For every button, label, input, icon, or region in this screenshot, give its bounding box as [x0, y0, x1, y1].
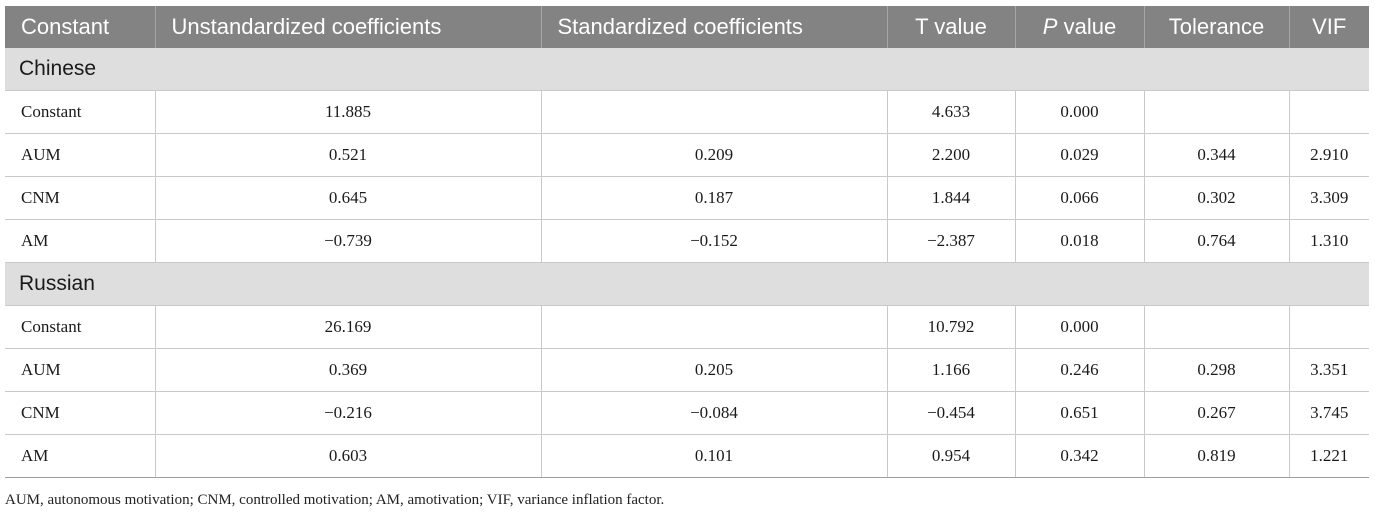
header-unstandardized: Unstandardized coefficients	[155, 6, 542, 48]
table-cell: 4.633	[887, 90, 1016, 134]
group-label: Chinese	[5, 48, 1369, 91]
table-cell: 0.764	[1144, 219, 1290, 263]
table-cell: −0.739	[155, 219, 542, 263]
table-cell	[1289, 305, 1369, 349]
table-footnote: AUM, autonomous motivation; CNM, control…	[5, 492, 665, 508]
table-cell: 1.844	[887, 176, 1016, 220]
table-cell: 0.342	[1015, 434, 1145, 478]
table-cell: 0.651	[1015, 391, 1145, 435]
row-label-cell: AM	[5, 219, 156, 263]
table-container: Constant Unstandardized coefficients Sta…	[5, 6, 1369, 509]
table-row: AUM 0.521 0.209 2.200 0.029 0.344 2.910	[5, 133, 1369, 177]
header-row: Constant Unstandardized coefficients Sta…	[5, 6, 1369, 48]
header-standardized: Standardized coefficients	[541, 6, 888, 48]
header-tolerance-label: Tolerance	[1168, 14, 1265, 39]
table-cell	[1144, 90, 1290, 134]
header-standardized-label: Standardized coefficients	[557, 14, 803, 39]
table-cell	[541, 90, 888, 134]
header-vif-label: VIF	[1312, 14, 1347, 39]
table-cell: 0.302	[1144, 176, 1290, 220]
table-cell: 3.351	[1289, 348, 1369, 392]
table-row: Constant 11.885 4.633 0.000	[5, 90, 1369, 134]
table-cell: 2.200	[887, 133, 1016, 177]
table-cell: 0.101	[541, 434, 888, 478]
header-vif: VIF	[1289, 6, 1369, 48]
table-cell: 0.954	[887, 434, 1016, 478]
header-t-value: T value	[887, 6, 1016, 48]
header-constant: Constant	[5, 6, 156, 48]
header-t-value-label: T value	[915, 14, 987, 39]
table-cell: 3.745	[1289, 391, 1369, 435]
table-cell: 2.910	[1289, 133, 1369, 177]
table-cell: 26.169	[155, 305, 542, 349]
row-label-cell: AUM	[5, 348, 156, 392]
table-cell: 1.166	[887, 348, 1016, 392]
table-cell: 0.603	[155, 434, 542, 478]
group-row-chinese: Chinese	[5, 48, 1369, 91]
table-row: CNM −0.216 −0.084 −0.454 0.651 0.267 3.745	[5, 391, 1369, 435]
table-cell: 0.018	[1015, 219, 1145, 263]
row-label-cell: AUM	[5, 133, 156, 177]
table-row: AM 0.603 0.101 0.954 0.342 0.819 1.221	[5, 434, 1369, 478]
table-cell: 1.221	[1289, 434, 1369, 478]
table-row: Constant 26.169 10.792 0.000	[5, 305, 1369, 349]
header-unstandardized-label: Unstandardized coefficients	[171, 14, 442, 39]
header-p-value-label: value	[1057, 14, 1117, 39]
table-cell: −0.454	[887, 391, 1016, 435]
table-cell: 0.187	[541, 176, 888, 220]
row-label-cell: CNM	[5, 391, 156, 435]
table-cell: 0.209	[541, 133, 888, 177]
row-label-cell: CNM	[5, 176, 156, 220]
table-cell: −0.084	[541, 391, 888, 435]
table-cell: 0.369	[155, 348, 542, 392]
header-p-value: P value	[1015, 6, 1145, 48]
group-label: Russian	[5, 262, 1369, 306]
table-cell: 0.819	[1144, 434, 1290, 478]
table-cell: 0.000	[1015, 305, 1145, 349]
table-row: CNM 0.645 0.187 1.844 0.066 0.302 3.309	[5, 176, 1369, 220]
table-row: AM −0.739 −0.152 −2.387 0.018 0.764 1.310	[5, 219, 1369, 263]
table-cell: 1.310	[1289, 219, 1369, 263]
header-tolerance: Tolerance	[1144, 6, 1290, 48]
table-cell: 0.066	[1015, 176, 1145, 220]
header-constant-label: Constant	[21, 14, 110, 39]
table-cell: 0.298	[1144, 348, 1290, 392]
table-cell: 0.205	[541, 348, 888, 392]
table-cell: −0.152	[541, 219, 888, 263]
table-cell: 0.000	[1015, 90, 1145, 134]
table-cell	[1144, 305, 1290, 349]
row-label-cell: Constant	[5, 305, 156, 349]
table-cell: 0.267	[1144, 391, 1290, 435]
table-cell	[541, 305, 888, 349]
table-cell: 0.029	[1015, 133, 1145, 177]
table-cell: −2.387	[887, 219, 1016, 263]
header-p-italic: P	[1042, 14, 1058, 39]
table-cell: 0.246	[1015, 348, 1145, 392]
table-cell: 0.645	[155, 176, 542, 220]
table-body: Chinese Constant 11.885 4.633 0.000 AUM 0.521 0…	[5, 48, 1369, 478]
table-cell: 3.309	[1289, 176, 1369, 220]
table-cell: −0.216	[155, 391, 542, 435]
table-cell: 0.344	[1144, 133, 1290, 177]
table-cell: 0.521	[155, 133, 542, 177]
regression-table: Constant Unstandardized coefficients Sta…	[5, 6, 1369, 478]
table-cell: 11.885	[155, 90, 542, 134]
table-row: AUM 0.369 0.205 1.166 0.246 0.298 3.351	[5, 348, 1369, 392]
table-cell	[1289, 90, 1369, 134]
group-row-russian: Russian	[5, 262, 1369, 306]
row-label-cell: Constant	[5, 90, 156, 134]
table-cell: 10.792	[887, 305, 1016, 349]
row-label-cell: AM	[5, 434, 156, 478]
